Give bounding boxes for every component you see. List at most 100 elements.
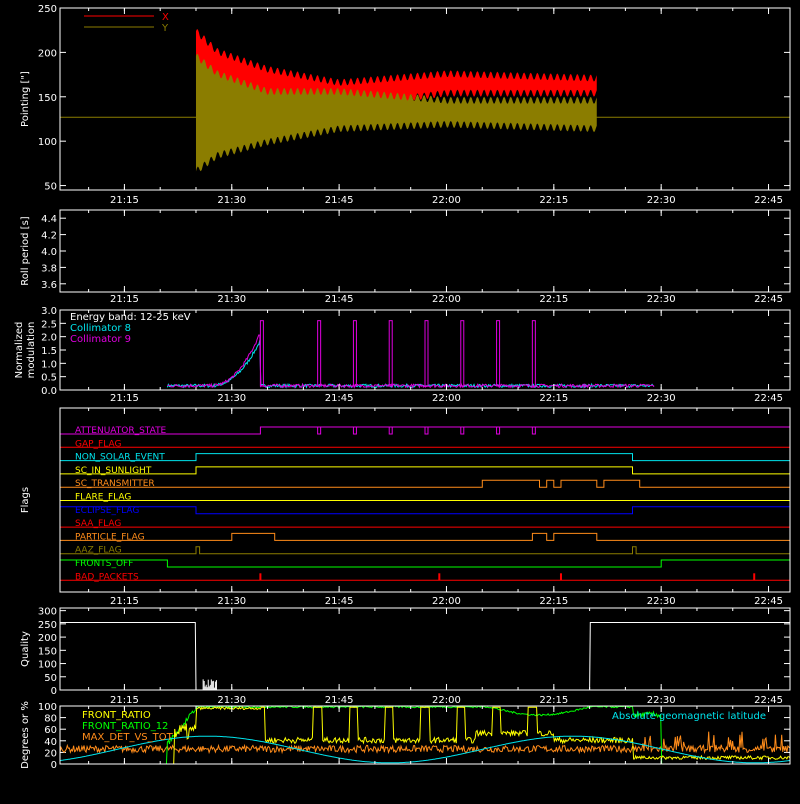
roll-xtick-label: 22:30 [647,294,676,305]
degrees-ytick-label: 0 [51,760,57,771]
flag-label: SC_IN_SUNLIGHT [75,466,152,476]
pointing-ytick-label: 50 [44,182,57,193]
quality-xtick-label: 22:15 [539,695,568,706]
degrees-series-front-ratio [60,706,791,765]
degrees-ylabel: Degrees or % [20,701,31,769]
pointing-xtick-label: 22:45 [754,195,783,206]
flag-line-particle_flag [60,532,790,541]
modulation-xtick-label: 21:30 [217,393,246,404]
flag-line-aaz_flag [60,546,790,555]
modulation-xtick-label: 22:00 [432,393,461,404]
flag-line-non_solar_event [60,453,790,462]
flags-xtick-label: 21:45 [325,596,354,607]
degrees-legend-label: FRONT_RATIO_12 [82,721,168,732]
flag-dip [352,426,357,435]
pointing-xtick-label: 21:30 [217,195,246,206]
flags-xtick-label: 21:30 [217,596,246,607]
flag-label: FRONTS_OFF [75,559,133,569]
modulation-legend-label: Collimator 9 [70,334,131,345]
modulation-spike [531,320,536,387]
flag-label: AAZ_FLAG [75,546,122,556]
quality-xtick-label: 22:00 [432,695,461,706]
flag-dip [424,426,429,435]
modulation-spike [352,320,357,387]
modulation-xtick-label: 21:45 [325,393,354,404]
quality-ytick-label: 0 [51,686,57,697]
pointing-frame [59,7,791,191]
flag-dip [496,426,501,435]
flag-label: ECLIPSE_FLAG [75,506,139,516]
degrees-ytick-label: 40 [44,737,57,748]
quality-ytick-label: 50 [44,673,57,684]
modulation-xtick-label: 22:30 [647,393,676,404]
quality-xtick-label: 21:30 [217,695,246,706]
modulation-frame [59,309,791,391]
modulation-spike [317,320,322,387]
roll-xtick-label: 22:00 [432,294,461,305]
flag-label: PARTICLE_FLAG [75,532,145,542]
flags-ylabel: Flags [20,487,31,513]
modulation-ylabel-line: Normalized [14,322,25,379]
modulation-ylabel-line: modulation [26,322,37,379]
roll-ytick-label: 4.0 [41,247,57,258]
pointing-xtick-label: 21:45 [325,195,354,206]
flags-xtick-label: 22:45 [754,596,783,607]
modulation-spike [424,320,429,387]
pointing-ylabel: Pointing ["] [20,71,31,127]
degrees-series-latitude [59,735,791,764]
flag-label: SAA_FLAG [75,519,121,529]
pointing-ytick-label: 250 [38,4,57,15]
flag-label: SC_TRANSMITTER [75,479,155,489]
quality-ytick-label: 300 [38,607,57,618]
modulation-series-collimator-9 [167,334,655,389]
pointing-series-X [195,29,597,110]
degrees-legend-label: FRONT_RATIO [82,710,151,721]
modulation-xtick-label: 22:45 [754,393,783,404]
flag-label: BAD_PACKETS [75,572,139,582]
roll-ytick-label: 4.4 [41,214,57,225]
flag-line-sc_transmitter [60,479,790,488]
flags-xtick-label: 22:00 [432,596,461,607]
quality-ytick-label: 150 [38,646,57,657]
flag-label: NON_SOLAR_EVENT [75,453,165,463]
modulation-ytick-label: 1.0 [41,359,57,370]
roll-ytick-label: 3.8 [41,263,57,274]
quality-xtick-label: 21:45 [325,695,354,706]
flag-line-eclipse_flag [59,506,791,515]
flags-xtick-label: 21:15 [110,596,139,607]
roll-ytick-label: 4.2 [41,231,57,242]
flag-dip [531,426,536,435]
pointing-ytick-label: 200 [38,48,57,59]
modulation-ytick-label: 2.5 [41,319,57,330]
roll-xtick-label: 21:15 [110,294,139,305]
roll-frame [59,209,791,293]
modulation-spike [460,320,465,387]
degrees-series-max-det-vs-tot [59,731,791,755]
modulation-ytick-label: 0.0 [41,386,57,397]
roll-xtick-label: 22:15 [539,294,568,305]
modulation-xtick-label: 21:15 [110,393,139,404]
quality-ytick-label: 100 [38,660,57,671]
modulation-ytick-label: 0.5 [41,373,57,384]
pointing-xtick-label: 22:30 [647,195,676,206]
quality-xtick-label: 22:30 [647,695,676,706]
modulation-spike [259,320,264,387]
flag-label: FLARE_FLAG [75,493,131,503]
quality-ytick-label: 250 [38,620,57,631]
flag-dip [388,426,393,435]
flag-line-fronts_off [59,559,791,568]
pointing-ytick-label: 150 [38,93,57,104]
pointing-xtick-label: 22:15 [539,195,568,206]
quality-ylabel: Quality [20,631,31,667]
degrees-ytick-label: 20 [44,748,57,759]
pointing-xtick-label: 22:00 [432,195,461,206]
modulation-ytick-label: 3.0 [41,306,57,317]
roll-ylabel: Roll period [s] [20,216,31,285]
modulation-ytick-label: 2.0 [41,333,57,344]
flag-label: ATTENUATOR_STATE [75,426,167,436]
roll-xtick-label: 21:30 [217,294,246,305]
modulation-spike [388,320,393,387]
degrees-frame [59,705,791,765]
quality-xtick-label: 22:45 [754,695,783,706]
flags-xtick-label: 22:30 [647,596,676,607]
